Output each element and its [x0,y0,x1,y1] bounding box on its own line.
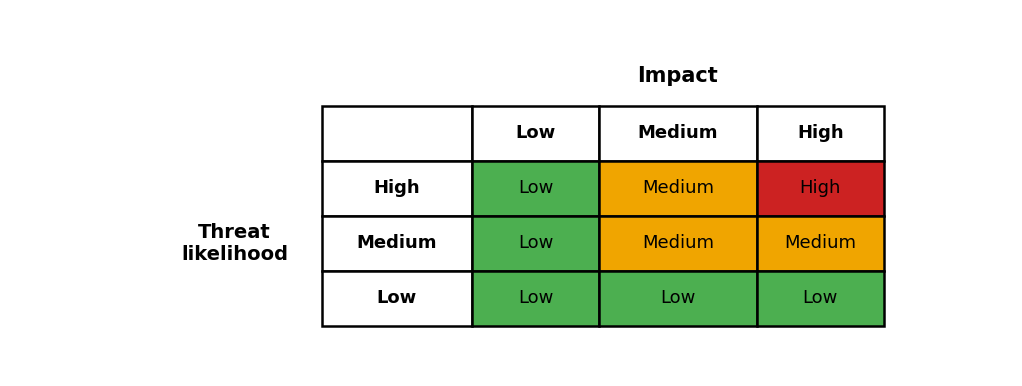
Text: Impact: Impact [638,66,718,86]
Bar [322,216,472,271]
Text: High: High [797,124,844,142]
Text: Medium: Medium [642,179,714,197]
Text: Medium: Medium [785,234,856,252]
Text: High: High [800,179,841,197]
Bar [322,106,472,161]
Text: Medium: Medium [638,124,718,142]
Bar [322,161,472,216]
Bar [599,216,756,271]
Text: Medium: Medium [357,234,437,252]
Bar [599,271,756,326]
Text: Low: Low [518,179,553,197]
Bar [472,161,599,216]
Bar [322,271,472,326]
Bar [756,271,884,326]
Text: Low: Low [518,289,553,307]
Bar [756,106,884,161]
Text: Medium: Medium [642,234,714,252]
Bar [472,106,599,161]
Bar [599,161,756,216]
Bar [472,216,599,271]
Text: Low: Low [802,289,838,307]
Text: High: High [373,179,420,197]
Text: Threat
likelihood: Threat likelihood [181,223,288,264]
Text: Low: Low [518,234,553,252]
Bar [756,216,884,271]
Text: Low: Low [515,124,556,142]
Bar [599,106,756,161]
Text: Low: Low [377,289,417,307]
Bar [472,271,599,326]
Text: Low: Low [660,289,696,307]
Bar [756,161,884,216]
